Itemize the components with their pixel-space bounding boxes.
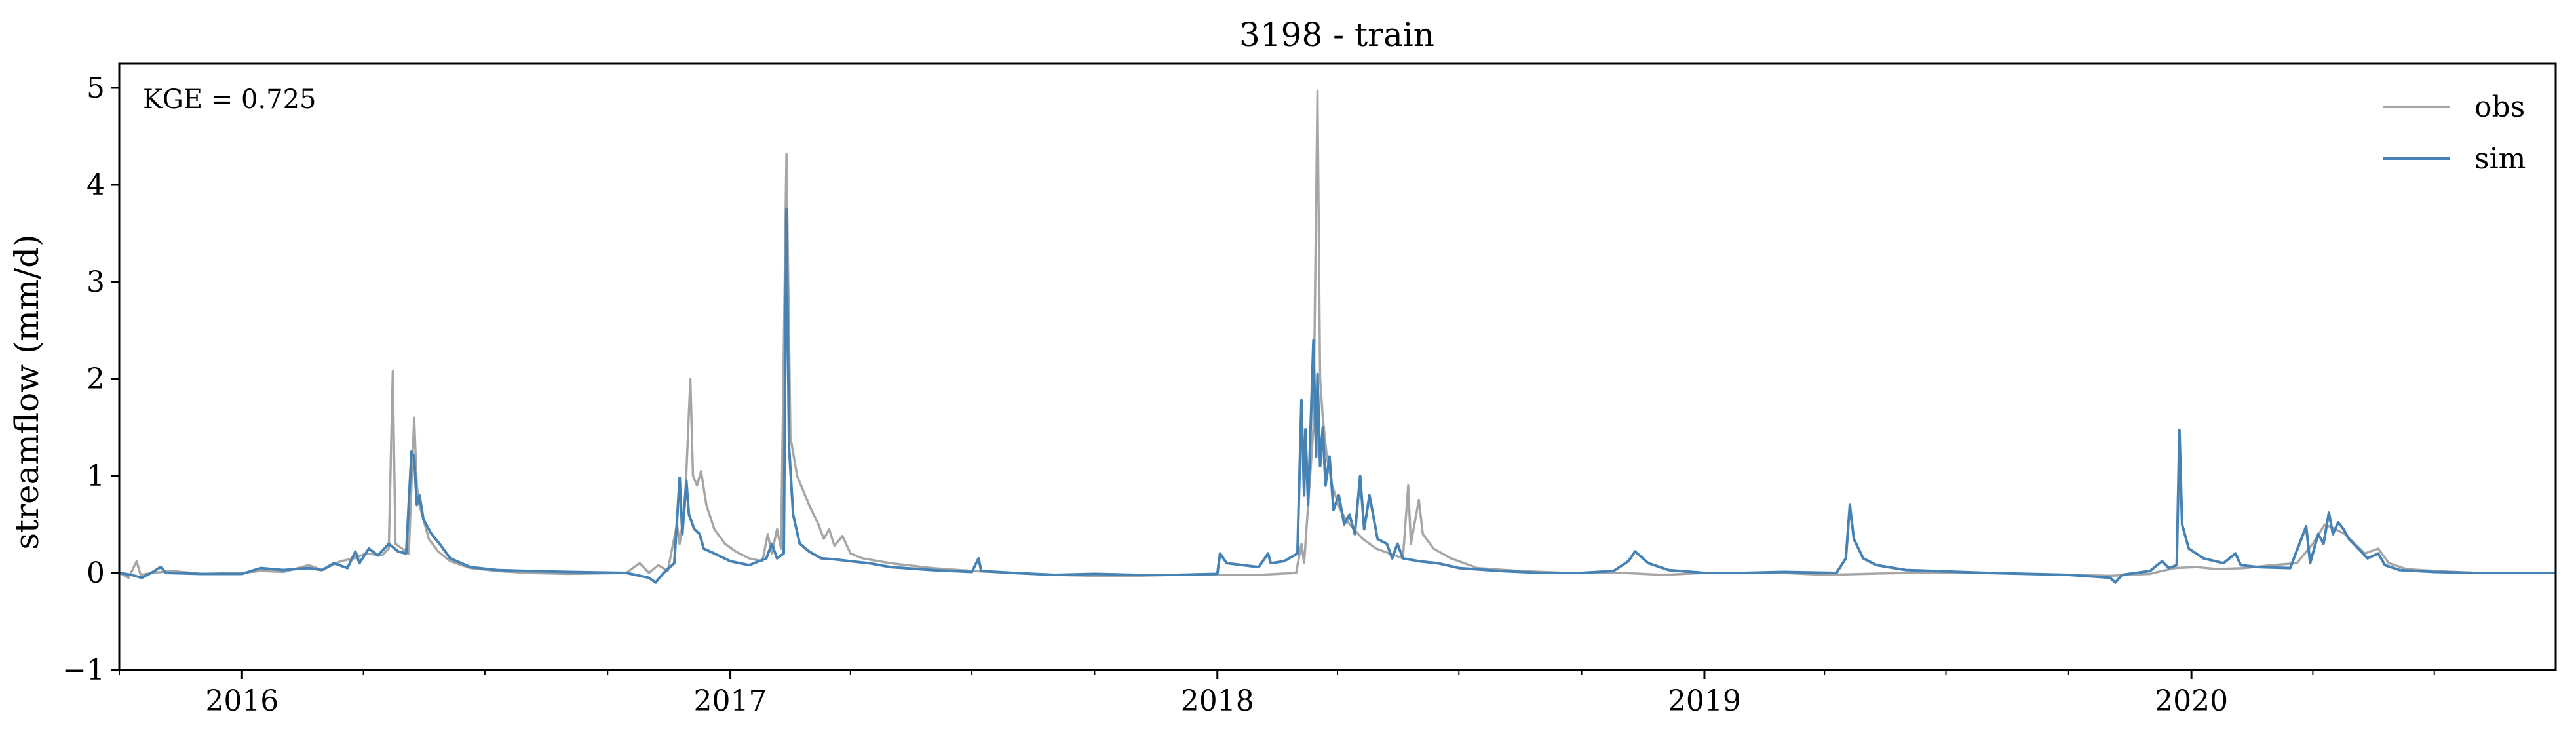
x-tick-label: 2018	[1181, 684, 1254, 718]
legend-label-sim: sim	[2474, 142, 2526, 176]
plot-frame	[118, 62, 2557, 671]
plot-lines	[119, 89, 2556, 584]
axis-ticks: −1 0 1 2 3 4 5 2016 2017 2018 2019 2020	[62, 71, 2435, 718]
x-tick-label: 2016	[205, 684, 279, 718]
y-tick-label: 3	[87, 265, 105, 299]
y-tick-label: 1	[87, 459, 105, 493]
y-tick-label: 4	[87, 168, 105, 202]
series-line-sim	[119, 208, 2556, 584]
chart-title: 3198 - train	[1239, 16, 1434, 54]
legend-label-obs: obs	[2474, 90, 2525, 124]
y-tick-label: −1	[62, 654, 105, 687]
x-tick-label: 2020	[2155, 684, 2228, 718]
y-tick-label: 5	[87, 71, 105, 105]
x-tick-label: 2017	[694, 684, 767, 718]
legend: obs sim	[2383, 90, 2526, 176]
series-line-obs	[119, 89, 2556, 579]
x-tick-label: 2019	[1668, 684, 1741, 718]
y-axis-label: streamflow (mm/d)	[8, 234, 46, 549]
y-tick-label: 0	[87, 556, 105, 590]
kge-annotation: KGE = 0.725	[143, 85, 317, 115]
y-tick-label: 2	[87, 362, 105, 396]
